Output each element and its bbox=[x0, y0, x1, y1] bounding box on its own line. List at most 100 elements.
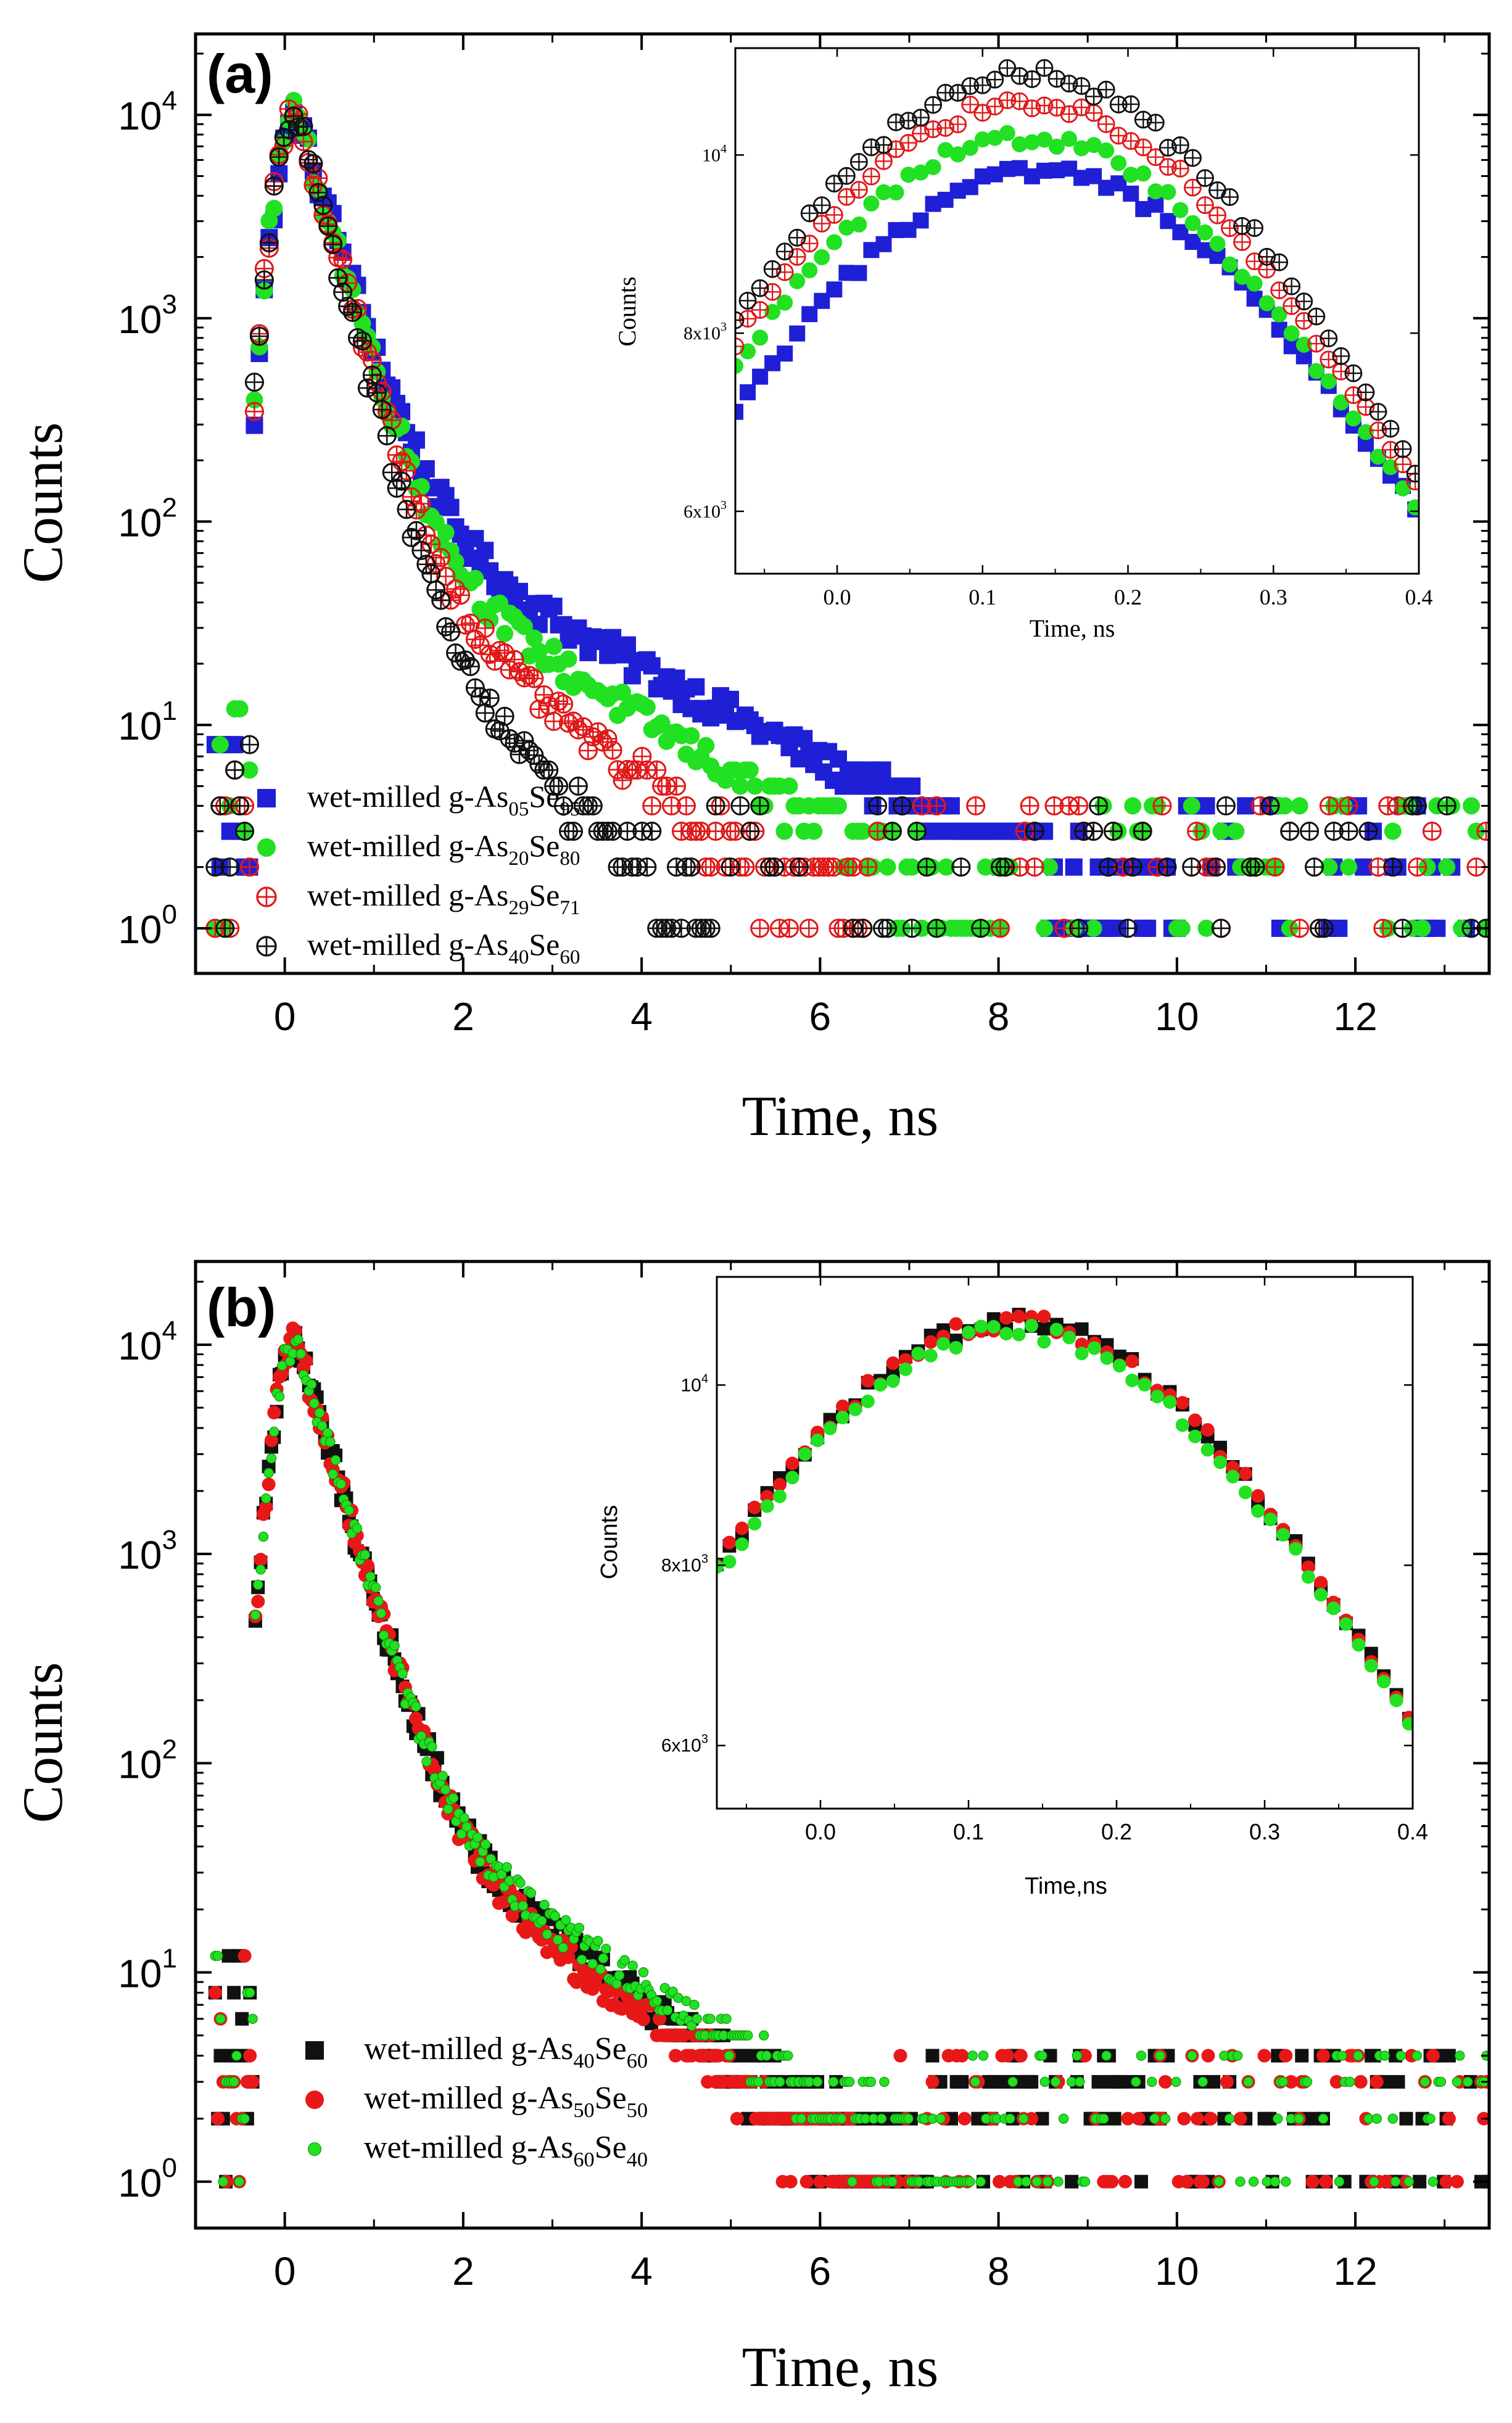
inset-data-point bbox=[1320, 373, 1337, 390]
data-point bbox=[669, 2049, 683, 2063]
inset-data-point bbox=[1183, 178, 1202, 197]
data-point bbox=[336, 1479, 346, 1490]
inset-data-point bbox=[785, 1456, 799, 1471]
data-point bbox=[1072, 2050, 1083, 2061]
x-tick-label: 6 bbox=[809, 994, 832, 1039]
data-point bbox=[775, 2076, 785, 2087]
data-point bbox=[1107, 2111, 1122, 2126]
data-point bbox=[1290, 918, 1310, 938]
inset-data-point bbox=[1357, 383, 1375, 402]
data-point bbox=[309, 1398, 320, 1409]
data-point bbox=[1422, 822, 1442, 841]
data-point bbox=[1295, 2049, 1309, 2063]
data-point bbox=[913, 919, 931, 937]
data-point bbox=[361, 1559, 375, 1573]
inset-data-point bbox=[1151, 1389, 1164, 1403]
inset-data-point bbox=[1112, 1358, 1126, 1372]
inset-data-point bbox=[1196, 196, 1214, 214]
data-point bbox=[1450, 2174, 1464, 2189]
data-point bbox=[545, 637, 563, 655]
data-point bbox=[643, 657, 661, 675]
legend-item: wet-milled g-As20Se80 bbox=[257, 828, 580, 870]
data-point bbox=[496, 1869, 507, 1880]
data-point bbox=[352, 1523, 362, 1533]
inset-data-point bbox=[836, 1410, 849, 1424]
data-point bbox=[407, 521, 426, 540]
data-point bbox=[876, 2113, 887, 2124]
data-point bbox=[1206, 857, 1226, 877]
data-point bbox=[878, 858, 896, 876]
inset-data-point bbox=[722, 1535, 737, 1550]
inset-data-point bbox=[1147, 183, 1164, 200]
inset-data-point bbox=[1295, 292, 1313, 311]
data-point bbox=[834, 777, 852, 795]
data-point bbox=[1393, 918, 1413, 938]
data-point bbox=[1426, 2049, 1440, 2063]
data-point bbox=[651, 1996, 662, 2007]
panel-b-data-points bbox=[208, 1321, 1489, 2189]
panel-b-inset: 0.0 0.1 0.2 0.3 0.4 6x103 8x103 104 Time,ns Cou… bbox=[597, 1276, 1428, 1899]
data-point bbox=[1243, 2076, 1254, 2087]
inset-series-2-points bbox=[735, 125, 1419, 516]
data-point bbox=[247, 2013, 258, 2025]
data-point bbox=[636, 2012, 650, 2026]
data-point bbox=[251, 1595, 265, 1609]
data-point bbox=[761, 2050, 772, 2061]
data-point bbox=[313, 196, 333, 215]
data-point bbox=[241, 761, 258, 779]
data-point bbox=[461, 1822, 472, 1832]
data-point bbox=[524, 669, 544, 688]
inset-data-point bbox=[1175, 1418, 1189, 1432]
data-point bbox=[530, 642, 548, 660]
inset-x-tick-label: 0.4 bbox=[1397, 1819, 1428, 1844]
inset-data-point bbox=[936, 1337, 951, 1351]
data-point bbox=[1463, 797, 1481, 815]
y-tick-label: 100 bbox=[118, 2153, 177, 2205]
data-point bbox=[1319, 796, 1339, 815]
data-point bbox=[836, 2113, 847, 2124]
inset-data-point bbox=[1125, 1373, 1139, 1387]
data-point bbox=[1042, 2176, 1053, 2187]
data-point bbox=[365, 1571, 376, 1582]
data-point bbox=[227, 1986, 241, 2000]
data-point bbox=[1098, 857, 1118, 877]
data-point bbox=[1369, 2176, 1379, 2187]
inset-data-point bbox=[1123, 167, 1139, 183]
inset-data-point bbox=[740, 384, 756, 400]
data-point bbox=[393, 418, 411, 435]
inset-data-point bbox=[788, 228, 806, 247]
inset-data-point bbox=[949, 1317, 963, 1331]
data-point bbox=[1134, 2174, 1148, 2189]
inset-data-point bbox=[923, 1348, 938, 1363]
data-point bbox=[882, 822, 903, 841]
data-point bbox=[642, 822, 662, 841]
data-point bbox=[372, 400, 392, 419]
inset-data-point bbox=[1011, 136, 1028, 152]
inset-data-point bbox=[1098, 142, 1115, 159]
inset-data-point bbox=[1271, 306, 1287, 323]
inset-data-point bbox=[999, 1327, 1014, 1341]
inset-data-point bbox=[1364, 1659, 1378, 1673]
inset-data-point bbox=[851, 216, 867, 233]
inset-data-point bbox=[1197, 224, 1213, 241]
data-point bbox=[603, 740, 622, 760]
data-point bbox=[796, 2113, 807, 2124]
data-point bbox=[865, 2076, 876, 2087]
panel-b-inset-y-axis-title: Counts bbox=[597, 1505, 622, 1579]
inset-data-point bbox=[1037, 1335, 1051, 1349]
data-point bbox=[750, 918, 770, 938]
inset-data-point bbox=[1163, 1395, 1177, 1409]
inset-data-point bbox=[998, 59, 1017, 77]
inset-data-point bbox=[1283, 325, 1300, 342]
data-point bbox=[1305, 857, 1324, 877]
data-point bbox=[765, 857, 785, 877]
data-point bbox=[360, 1550, 370, 1560]
legend-label: wet-milled g-As29Se71 bbox=[307, 878, 580, 919]
data-point bbox=[1329, 2074, 1344, 2089]
data-point bbox=[1220, 2074, 1234, 2089]
inset-data-point bbox=[798, 1447, 812, 1461]
data-point bbox=[254, 1553, 268, 1567]
data-point bbox=[215, 2013, 226, 2025]
data-point bbox=[601, 1944, 611, 1954]
inset-data-point bbox=[912, 109, 930, 127]
